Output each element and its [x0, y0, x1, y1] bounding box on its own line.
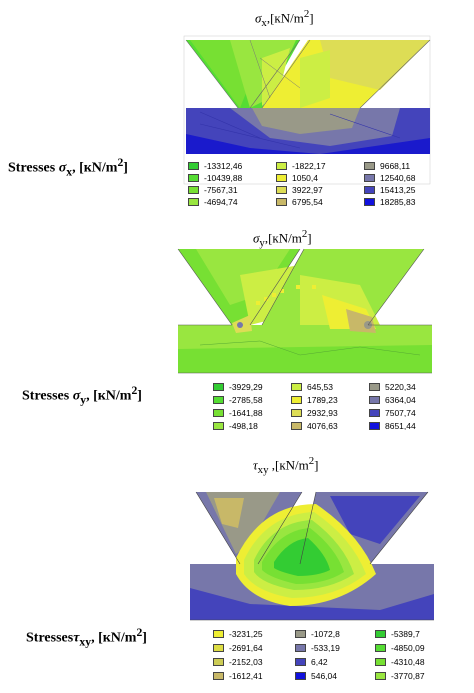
- legend-swatch-9: [375, 643, 386, 652]
- legend-swatch-5: [276, 173, 287, 182]
- legend-item: 3922,97: [276, 184, 323, 195]
- panel-1-side-label: Stresses σx, [кN/m2]: [8, 156, 128, 179]
- panel-2-contour-plot: [177, 248, 432, 374]
- legend-item: -3770,87: [375, 670, 425, 681]
- legend-item: -2152,03: [213, 656, 263, 667]
- legend-swatch-0: [213, 382, 224, 391]
- legend-swatch-0: [188, 161, 199, 170]
- panel-1-title: σx,[кN/m2]: [255, 8, 314, 29]
- legend-item: -13312,46: [188, 160, 242, 171]
- legend-swatch-4: [276, 161, 287, 170]
- legend-item: -3929,29: [213, 381, 263, 392]
- legend-swatch-7: [295, 671, 306, 680]
- legend-swatch-9: [369, 395, 380, 404]
- legend-item: -5389,7: [375, 628, 420, 639]
- legend-swatch-5: [295, 643, 306, 652]
- legend-item: 4076,63: [291, 420, 338, 431]
- legend-item: 645,53: [291, 381, 333, 392]
- legend-item: -2785,58: [213, 394, 263, 405]
- legend-item: -4310,48: [375, 656, 425, 667]
- panel-2-side-label: Stresses σy, [кN/m2]: [22, 384, 142, 407]
- panel-3-legend: -3231,25 -2691,64 -2152,03 -1612,41 -107…: [213, 628, 463, 688]
- legend-item: 546,04: [295, 670, 337, 681]
- legend-swatch-3: [213, 671, 224, 680]
- legend-swatch-8: [364, 161, 375, 170]
- legend-item: -7567,31: [188, 184, 238, 195]
- legend-swatch-2: [213, 657, 224, 666]
- legend-swatch-1: [188, 173, 199, 182]
- legend-swatch-9: [364, 173, 375, 182]
- legend-item: 18285,83: [364, 196, 415, 207]
- legend-swatch-1: [213, 643, 224, 652]
- legend-swatch-5: [291, 395, 302, 404]
- legend-item: -4850,09: [375, 642, 425, 653]
- legend-swatch-11: [375, 671, 386, 680]
- panel-2-legend: -3929,29 -2785,58 -1641,88 -498,18 645,5…: [213, 381, 453, 433]
- panel-2-title: σy,[кN/m2]: [253, 228, 312, 249]
- legend-item: -1641,88: [213, 407, 263, 418]
- legend-item: -3231,25: [213, 628, 263, 639]
- legend-item: 12540,68: [364, 172, 415, 183]
- legend-swatch-11: [364, 197, 375, 206]
- legend-swatch-10: [364, 185, 375, 194]
- legend-swatch-6: [291, 408, 302, 417]
- legend-swatch-3: [213, 421, 224, 430]
- legend-item: 6,42: [295, 656, 328, 667]
- legend-item: 7507,74: [369, 407, 416, 418]
- legend-swatch-8: [369, 382, 380, 391]
- panel-3-side-label: Stressesτxy, [кN/m2]: [26, 626, 147, 649]
- legend-item: 8651,44: [369, 420, 416, 431]
- legend-swatch-4: [291, 382, 302, 391]
- legend-swatch-7: [276, 197, 287, 206]
- legend-item: 6364,04: [369, 394, 416, 405]
- legend-swatch-2: [188, 185, 199, 194]
- legend-swatch-10: [375, 657, 386, 666]
- legend-item: -498,18: [213, 420, 258, 431]
- legend-item: -10439,88: [188, 172, 242, 183]
- legend-item: -1072,8: [295, 628, 340, 639]
- legend-swatch-2: [213, 408, 224, 417]
- legend-swatch-11: [369, 421, 380, 430]
- panel-1-legend: -13312,46 -10439,88 -7567,31 -4694,74 -1…: [188, 160, 438, 210]
- panel-1-contour-plot: [183, 35, 431, 185]
- legend-swatch-3: [188, 197, 199, 206]
- legend-swatch-8: [375, 629, 386, 638]
- legend-swatch-6: [295, 657, 306, 666]
- legend-swatch-7: [291, 421, 302, 430]
- legend-item: 5220,34: [369, 381, 416, 392]
- legend-swatch-0: [213, 629, 224, 638]
- legend-item: 6795,54: [276, 196, 323, 207]
- panel-3-title: τxy ,[кN/m2]: [253, 455, 319, 476]
- legend-item: -2691,64: [213, 642, 263, 653]
- panel-3-contour-plot: [190, 491, 434, 621]
- legend-item: -1822,17: [276, 160, 326, 171]
- legend-item: -1612,41: [213, 670, 263, 681]
- legend-swatch-4: [295, 629, 306, 638]
- legend-swatch-6: [276, 185, 287, 194]
- legend-item: -533,19: [295, 642, 340, 653]
- legend-item: 15413,25: [364, 184, 415, 195]
- legend-item: 1789,23: [291, 394, 338, 405]
- legend-item: 2932,93: [291, 407, 338, 418]
- legend-swatch-1: [213, 395, 224, 404]
- legend-item: 1050,4: [276, 172, 318, 183]
- legend-item: 9668,11: [364, 160, 410, 171]
- legend-item: -4694,74: [188, 196, 238, 207]
- legend-swatch-10: [369, 408, 380, 417]
